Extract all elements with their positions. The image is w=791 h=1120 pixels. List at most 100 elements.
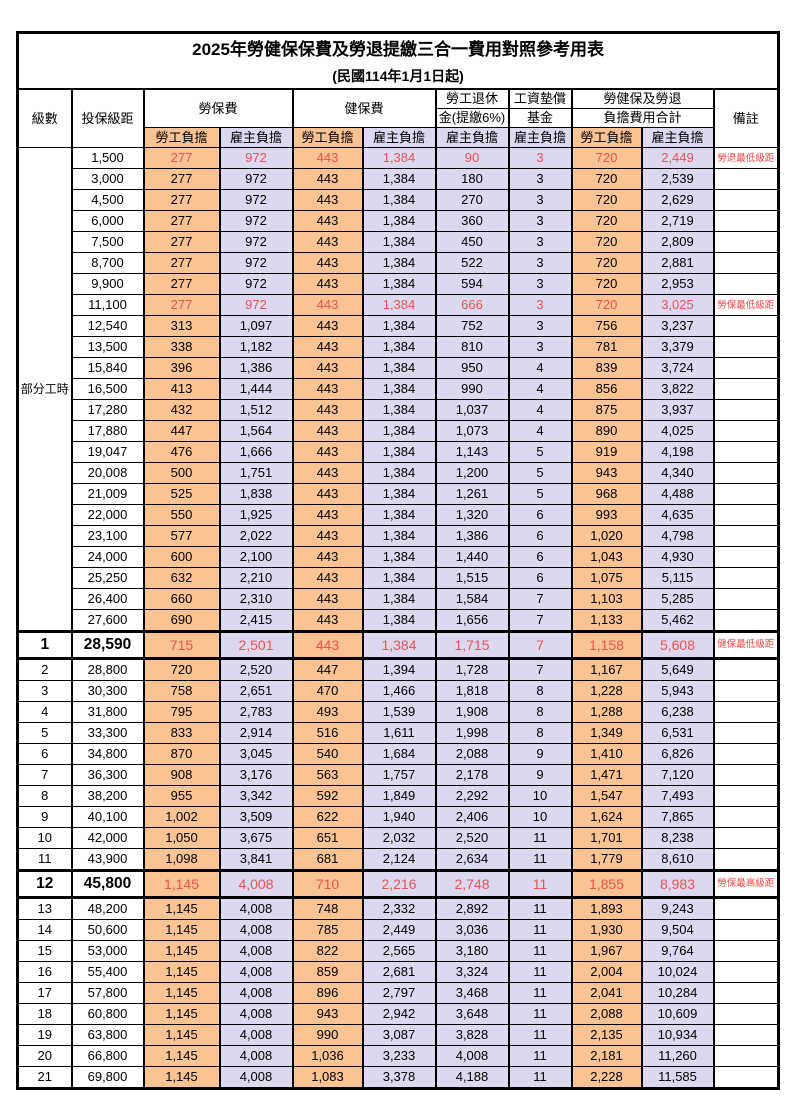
total-employer-cell: 9,243	[640, 897, 715, 920]
health-employee-cell: 443	[291, 483, 364, 505]
remark-cell	[712, 658, 780, 681]
level-cell: 6	[16, 743, 73, 765]
health-employer-cell: 1,384	[361, 378, 437, 400]
health-employer-cell: 1,611	[361, 722, 437, 744]
remark-cell	[712, 483, 780, 505]
col-header-pension-line1: 勞工退休	[434, 88, 510, 109]
total-employer-cell: 10,609	[640, 1003, 715, 1025]
labor-employee-cell: 1,145	[142, 1003, 221, 1025]
subheader-labor-employer: 雇主負擔	[218, 127, 294, 148]
total-employee-cell: 1,288	[570, 701, 643, 723]
labor-employee-cell: 277	[142, 147, 221, 169]
total-employee-cell: 720	[570, 231, 643, 253]
labor-employee-cell: 690	[142, 609, 221, 632]
total-employer-cell: 2,719	[640, 210, 715, 232]
total-employer-cell: 7,120	[640, 764, 715, 786]
level-cell: 13	[16, 897, 73, 920]
labor-employer-cell: 4,008	[218, 982, 294, 1004]
pension-cell: 4,188	[434, 1066, 510, 1089]
labor-employer-cell: 972	[218, 189, 294, 211]
bracket-cell: 17,280	[70, 399, 145, 421]
health-employee-cell: 493	[291, 701, 364, 723]
health-employee-cell: 443	[291, 273, 364, 295]
col-header-pension-line2: 金(提繳6%)	[434, 108, 510, 128]
bracket-cell: 63,800	[70, 1024, 145, 1046]
labor-employer-cell: 2,501	[218, 630, 294, 660]
total-employee-cell: 943	[570, 462, 643, 484]
bracket-cell: 11,100	[70, 294, 145, 316]
bracket-cell: 55,400	[70, 961, 145, 983]
total-employee-cell: 720	[570, 210, 643, 232]
wage-fund-cell: 4	[507, 420, 573, 442]
total-employee-cell: 2,181	[570, 1045, 643, 1067]
labor-employee-cell: 632	[142, 567, 221, 589]
labor-employer-cell: 972	[218, 294, 294, 316]
labor-employee-cell: 577	[142, 525, 221, 547]
total-employer-cell: 2,539	[640, 168, 715, 190]
health-employer-cell: 1,466	[361, 680, 437, 702]
wage-fund-cell: 11	[507, 827, 573, 849]
level-cell: 9	[16, 806, 73, 828]
total-employee-cell: 890	[570, 420, 643, 442]
labor-employee-cell: 720	[142, 658, 221, 681]
remark-cell	[712, 919, 780, 941]
health-employee-cell: 443	[291, 609, 364, 632]
total-employee-cell: 1,547	[570, 785, 643, 807]
bracket-cell: 28,800	[70, 658, 145, 681]
pension-cell: 1,073	[434, 420, 510, 442]
total-employee-cell: 2,004	[570, 961, 643, 983]
table-row: 5 33,300 833 2,914 516 1,611 1,998 8 1,349 6,531	[16, 722, 780, 744]
pension-cell: 1,908	[434, 701, 510, 723]
labor-employee-cell: 1,050	[142, 827, 221, 849]
pension-cell: 4,008	[434, 1045, 510, 1067]
total-employee-cell: 720	[570, 168, 643, 190]
labor-employee-cell: 758	[142, 680, 221, 702]
wage-fund-cell: 7	[507, 588, 573, 610]
remark-cell	[712, 982, 780, 1004]
bracket-cell: 69,800	[70, 1066, 145, 1089]
bracket-cell: 34,800	[70, 743, 145, 765]
total-employee-cell: 2,088	[570, 1003, 643, 1025]
labor-employee-cell: 660	[142, 588, 221, 610]
health-employer-cell: 1,384	[361, 567, 437, 589]
total-employer-cell: 10,284	[640, 982, 715, 1004]
remark-cell	[712, 722, 780, 744]
subheader-wage-fund-employer: 雇主負擔	[507, 127, 573, 148]
bracket-cell: 21,009	[70, 483, 145, 505]
labor-employee-cell: 447	[142, 420, 221, 442]
labor-employee-cell: 908	[142, 764, 221, 786]
labor-employer-cell: 4,008	[218, 1066, 294, 1089]
pension-cell: 1,656	[434, 609, 510, 632]
wage-fund-cell: 4	[507, 399, 573, 421]
table-row: 18 60,800 1,145 4,008 943 2,942 3,648 11 2,088 10…	[16, 1003, 780, 1025]
wage-fund-cell: 7	[507, 609, 573, 632]
total-employer-cell: 9,764	[640, 940, 715, 962]
remark-cell	[712, 940, 780, 962]
pension-cell: 2,088	[434, 743, 510, 765]
labor-employer-cell: 4,008	[218, 869, 294, 899]
health-employee-cell: 443	[291, 441, 364, 463]
bracket-cell: 13,500	[70, 336, 145, 358]
subheader-labor-employee: 勞工負擔	[142, 127, 221, 148]
health-employee-cell: 443	[291, 336, 364, 358]
bracket-cell: 66,800	[70, 1045, 145, 1067]
total-employee-cell: 756	[570, 315, 643, 337]
health-employer-cell: 1,384	[361, 315, 437, 337]
labor-employee-cell: 525	[142, 483, 221, 505]
table-row: 19 63,800 1,145 4,008 990 3,087 3,828 11 2,135 10…	[16, 1024, 780, 1046]
pension-cell: 3,324	[434, 961, 510, 983]
labor-employee-cell: 277	[142, 168, 221, 190]
pension-cell: 2,406	[434, 806, 510, 828]
bracket-cell: 42,000	[70, 827, 145, 849]
remark-cell	[712, 785, 780, 807]
table-row: 17,880 447 1,564 443 1,384 1,073 4 890 4,025	[18, 420, 780, 442]
labor-employer-cell: 3,045	[218, 743, 294, 765]
health-employee-cell: 651	[291, 827, 364, 849]
health-employee-cell: 447	[291, 658, 364, 681]
labor-employer-cell: 2,210	[218, 567, 294, 589]
pension-cell: 1,320	[434, 504, 510, 526]
wage-fund-cell: 7	[507, 630, 573, 660]
health-employer-cell: 1,940	[361, 806, 437, 828]
total-employer-cell: 7,865	[640, 806, 715, 828]
level-cell: 21	[16, 1066, 73, 1089]
